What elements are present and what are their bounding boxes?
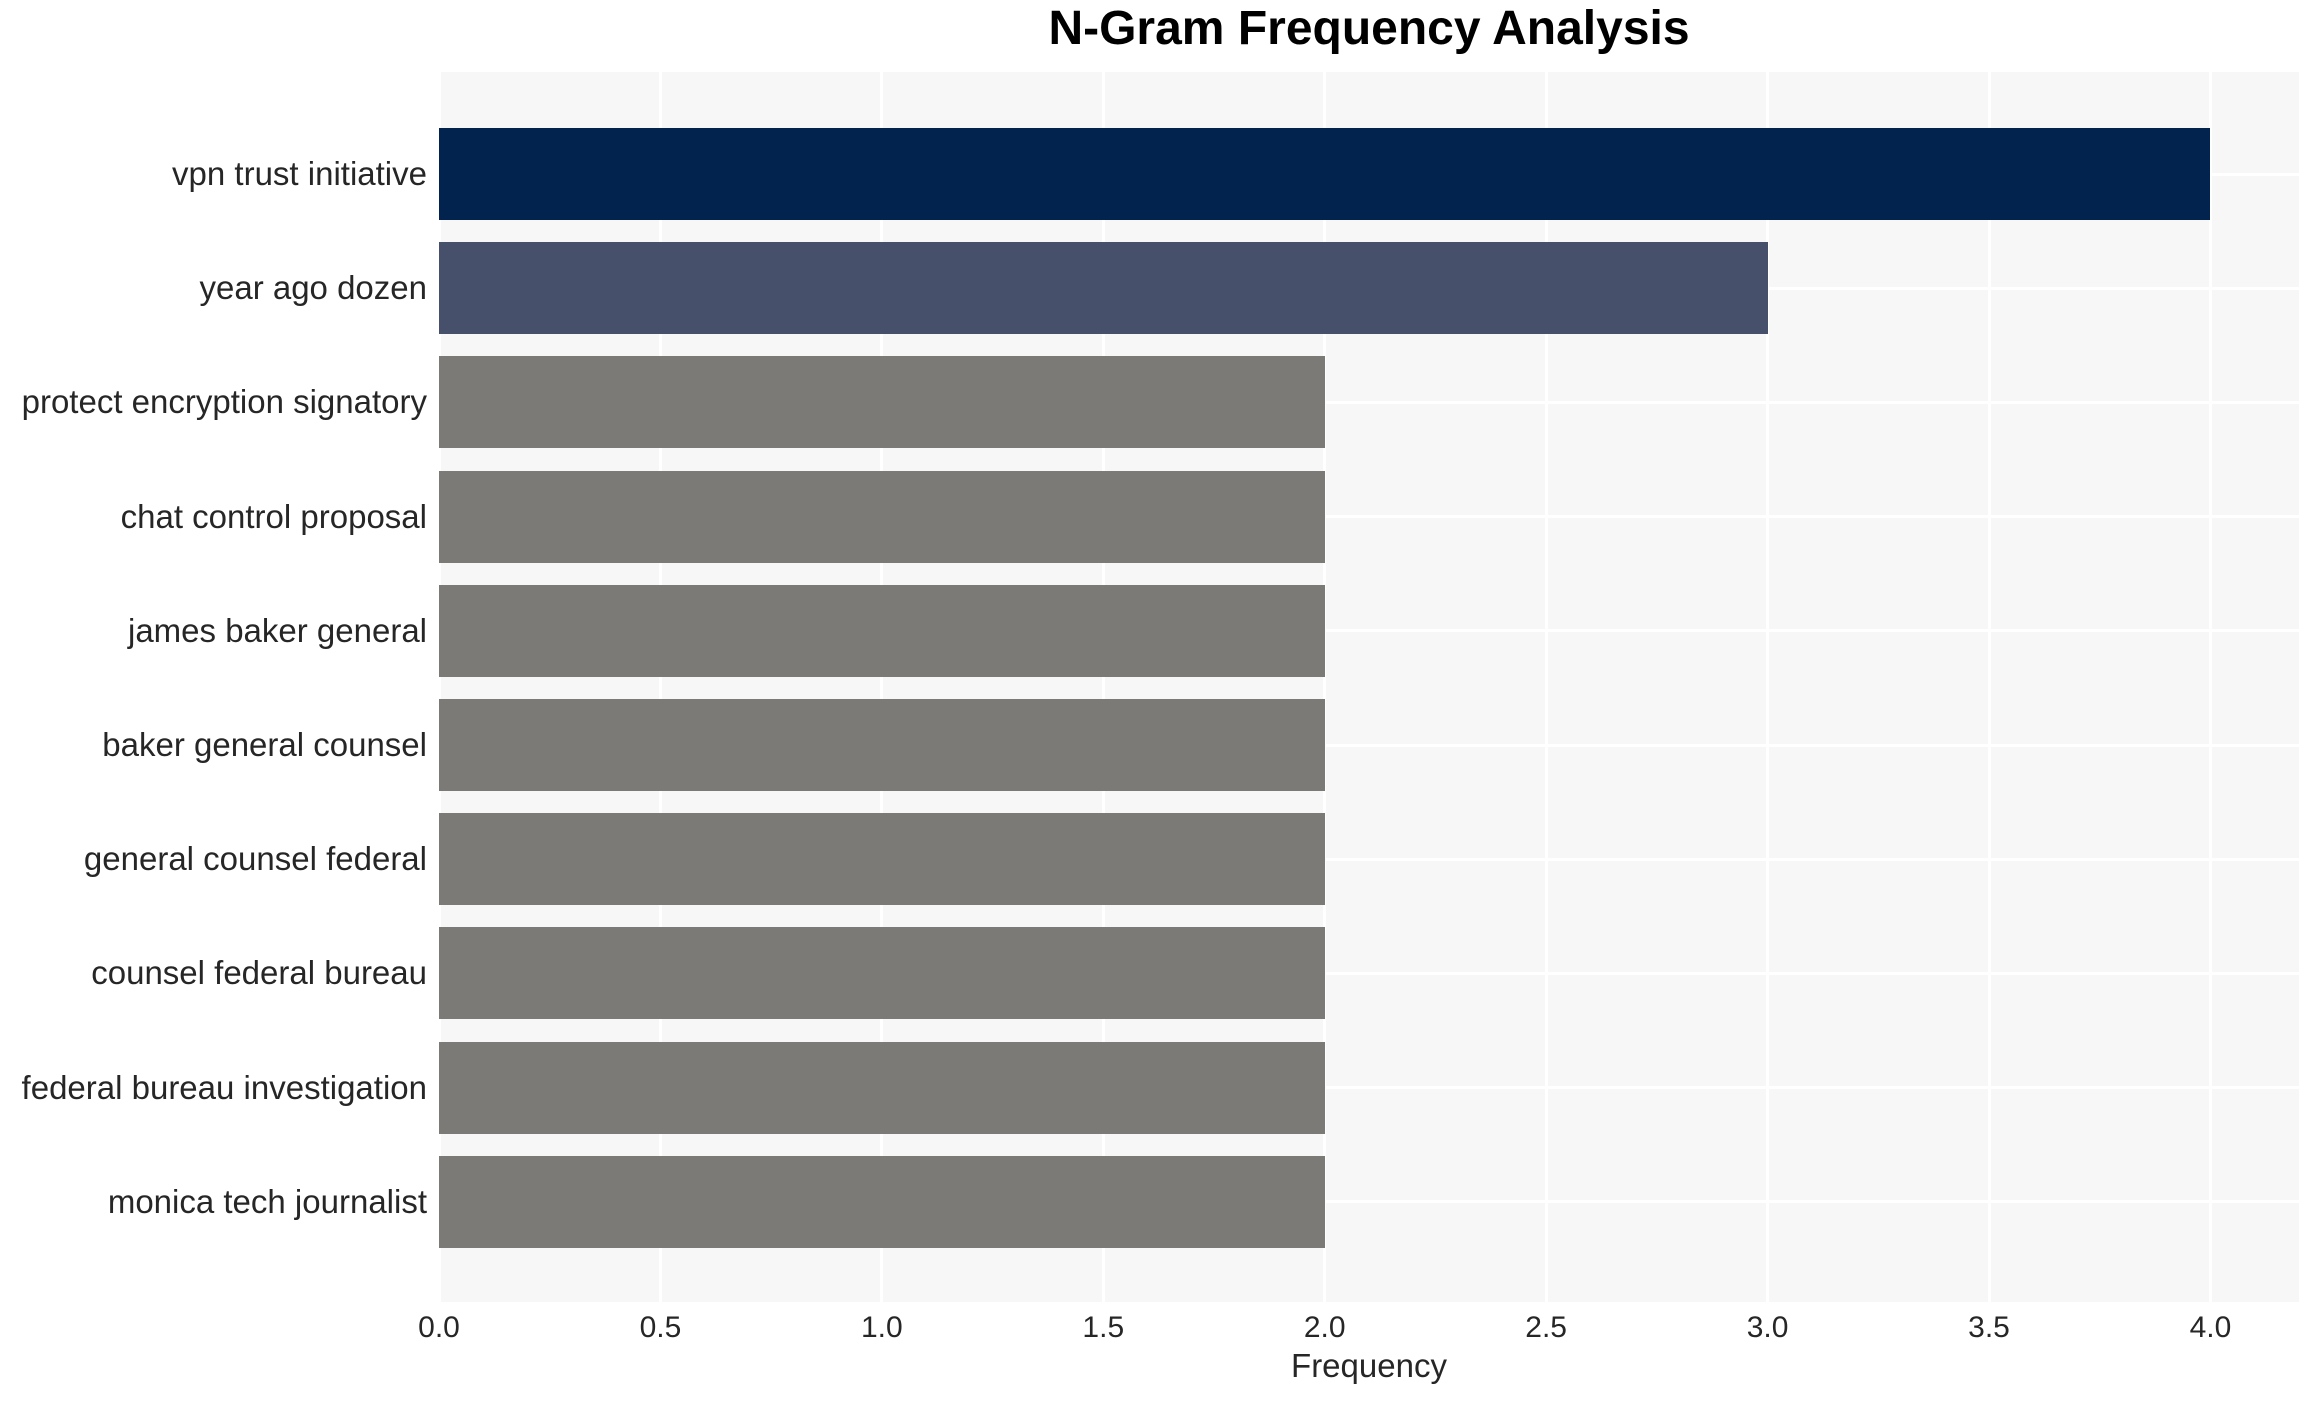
y-tick-label: general counsel federal [83, 840, 427, 878]
v-gridline [439, 72, 441, 1302]
y-tick-label: counsel federal bureau [91, 954, 427, 992]
h-gridline [439, 743, 2299, 747]
v-gridline [1766, 72, 1770, 1302]
v-gridline [2208, 72, 2212, 1302]
bar [439, 584, 1325, 677]
v-gridline [1987, 72, 1991, 1302]
h-gridline [439, 515, 2299, 519]
x-tick-label: 0.5 [639, 1311, 682, 1344]
bar [439, 242, 1768, 335]
h-gridline [439, 1200, 2299, 1204]
y-tick-label: federal bureau investigation [21, 1068, 427, 1106]
bar [439, 927, 1325, 1020]
bar [439, 470, 1325, 563]
h-gridline [439, 629, 2299, 633]
y-tick-label: james baker general [128, 611, 427, 649]
y-tick-label: chat control proposal [120, 497, 427, 535]
bar [439, 128, 2211, 220]
x-tick-label: 4.0 [2189, 1311, 2232, 1344]
h-gridline [439, 971, 2299, 975]
x-tick-label: 3.0 [1746, 1311, 1789, 1344]
v-gridline [1544, 72, 1548, 1302]
x-tick-label: 1.5 [1082, 1311, 1125, 1344]
y-tick-label: baker general counsel [102, 726, 427, 763]
bar [439, 813, 1325, 906]
x-tick-label: 2.0 [1303, 1311, 1346, 1344]
v-gridline [1323, 72, 1327, 1302]
y-tick-label: protect encryption signatory [21, 383, 427, 421]
y-tick-label: year ago dozen [199, 269, 427, 307]
h-gridline [439, 1086, 2299, 1090]
bar [439, 356, 1325, 449]
y-tick-label: vpn trust initiative [172, 155, 427, 192]
bar [439, 699, 1325, 791]
y-tick-label: monica tech journalist [107, 1182, 427, 1220]
plot-area [439, 72, 2299, 1302]
h-gridline [439, 400, 2299, 404]
bar [439, 1155, 1325, 1248]
chart-title: N-Gram Frequency Analysis [1048, 2, 1690, 55]
x-tick-label: 3.5 [1968, 1311, 2010, 1344]
x-tick-label: 1.0 [860, 1311, 903, 1344]
v-gridline [880, 72, 884, 1302]
v-gridline [658, 72, 662, 1302]
x-tick-label: 2.5 [1525, 1311, 1567, 1344]
v-gridline [1101, 72, 1105, 1302]
bar [439, 1041, 1325, 1134]
h-gridline [439, 857, 2299, 861]
x-axis-label: Frequency [1291, 1347, 1447, 1384]
x-tick-label: 0.0 [418, 1311, 460, 1344]
